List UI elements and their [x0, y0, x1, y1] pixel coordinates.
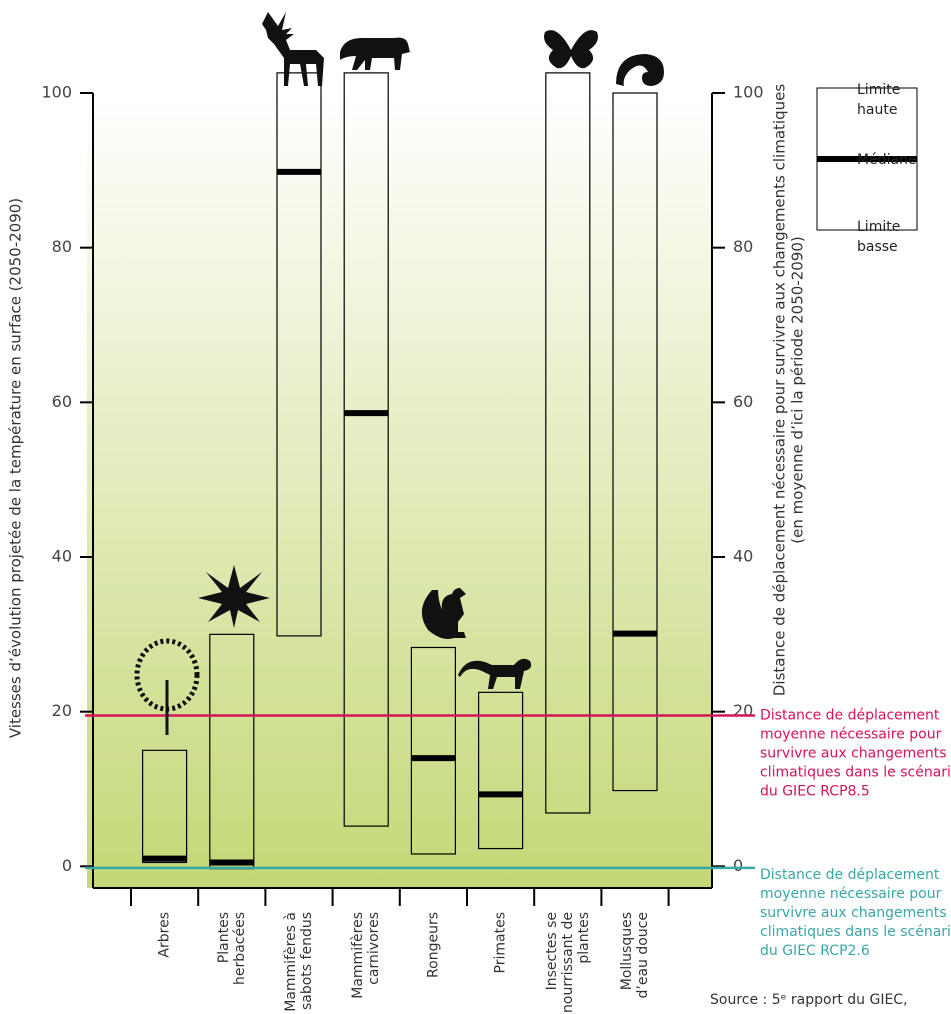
x-tick-label: Mammifères à: [283, 912, 299, 1012]
plant-icon: [198, 565, 270, 628]
range-box: [142, 749, 188, 864]
monkey-icon: [458, 658, 532, 689]
range-box: [545, 72, 591, 814]
y-tick-label: 40: [52, 547, 72, 566]
x-tick-label: Mammifères: [350, 912, 366, 999]
x-tick-label: Insectes se: [544, 912, 560, 990]
reference-label: moyenne nécessaire pour: [760, 727, 942, 743]
x-tick-label: Rongeurs: [425, 912, 441, 978]
reference-label: climatiques dans le scénario: [760, 924, 951, 940]
reference-label: du GIEC RCP8.5: [760, 784, 870, 800]
y2-axis-title: (en moyenne d’ici la période 2050-2090): [789, 236, 807, 543]
reference-label: moyenne nécessaire pour: [760, 886, 942, 902]
y-axis-title: Vitesses d’évolution projetée de la temp…: [7, 198, 25, 738]
deer-icon: [262, 12, 324, 86]
y-tick-label: 100: [41, 83, 72, 102]
reference-label: Distance de déplacement: [760, 867, 940, 883]
y-tick-label: 80: [52, 237, 72, 256]
legend: Limite haute Médiane Limite basse: [816, 82, 918, 255]
x-tick-label: Plantes: [216, 912, 232, 963]
legend-label: Limite: [857, 219, 900, 235]
y-tick-label: 60: [52, 392, 72, 411]
range-box: [343, 72, 389, 827]
reference-label: du GIEC RCP2.6: [760, 943, 870, 959]
y2-axis-title: Distance de déplacement nécessaire pour …: [771, 84, 789, 696]
legend-label: Limite: [857, 82, 900, 98]
range-box: [478, 691, 524, 850]
y2-tick-label: 80: [733, 237, 753, 256]
y2-tick-label: 60: [733, 392, 753, 411]
x-tick-label: carnivores: [366, 912, 382, 985]
y2-tick-label: 20: [733, 701, 753, 720]
y-tick-label: 20: [52, 701, 72, 720]
x-tick-label: Primates: [493, 912, 509, 973]
x-tick-label: herbacées: [232, 912, 248, 985]
x-tick-label: plantes: [576, 912, 592, 964]
reference-label: climatiques dans le scénario: [760, 765, 951, 781]
squirrel-icon: [421, 588, 466, 639]
legend-label: haute: [857, 102, 897, 118]
range-box: [410, 646, 456, 855]
x-tick-label: sabots fendus: [299, 912, 315, 1010]
carnivore-icon: [340, 37, 410, 70]
range-box: [276, 72, 322, 637]
x-tick-label: Arbres: [157, 912, 173, 958]
legend-label: Médiane: [857, 152, 917, 168]
y2-tick-label: 40: [733, 547, 753, 566]
y-tick-label: 0: [62, 856, 72, 875]
y2-tick-label: 0: [733, 856, 743, 875]
x-tick-label: Mollusques: [619, 912, 635, 990]
shell-icon: [616, 54, 664, 86]
tree-icon: [134, 638, 200, 735]
reference-label: survivre aux changements: [760, 746, 947, 762]
x-tick-label: nourrissant de: [560, 912, 576, 1013]
plot-area: [87, 93, 712, 888]
x-tick-label: d’eau douce: [635, 912, 651, 999]
range-box: [612, 92, 658, 792]
source: Source : 5ᵉ rapport du GIEC,: [710, 992, 908, 1008]
reference-label: Distance de déplacement: [760, 708, 940, 724]
legend-label: basse: [857, 239, 898, 255]
icons: [134, 12, 664, 735]
butterfly-icon: [544, 30, 598, 69]
reference-label: survivre aux changements: [760, 905, 947, 921]
y2-tick-label: 100: [733, 83, 764, 102]
